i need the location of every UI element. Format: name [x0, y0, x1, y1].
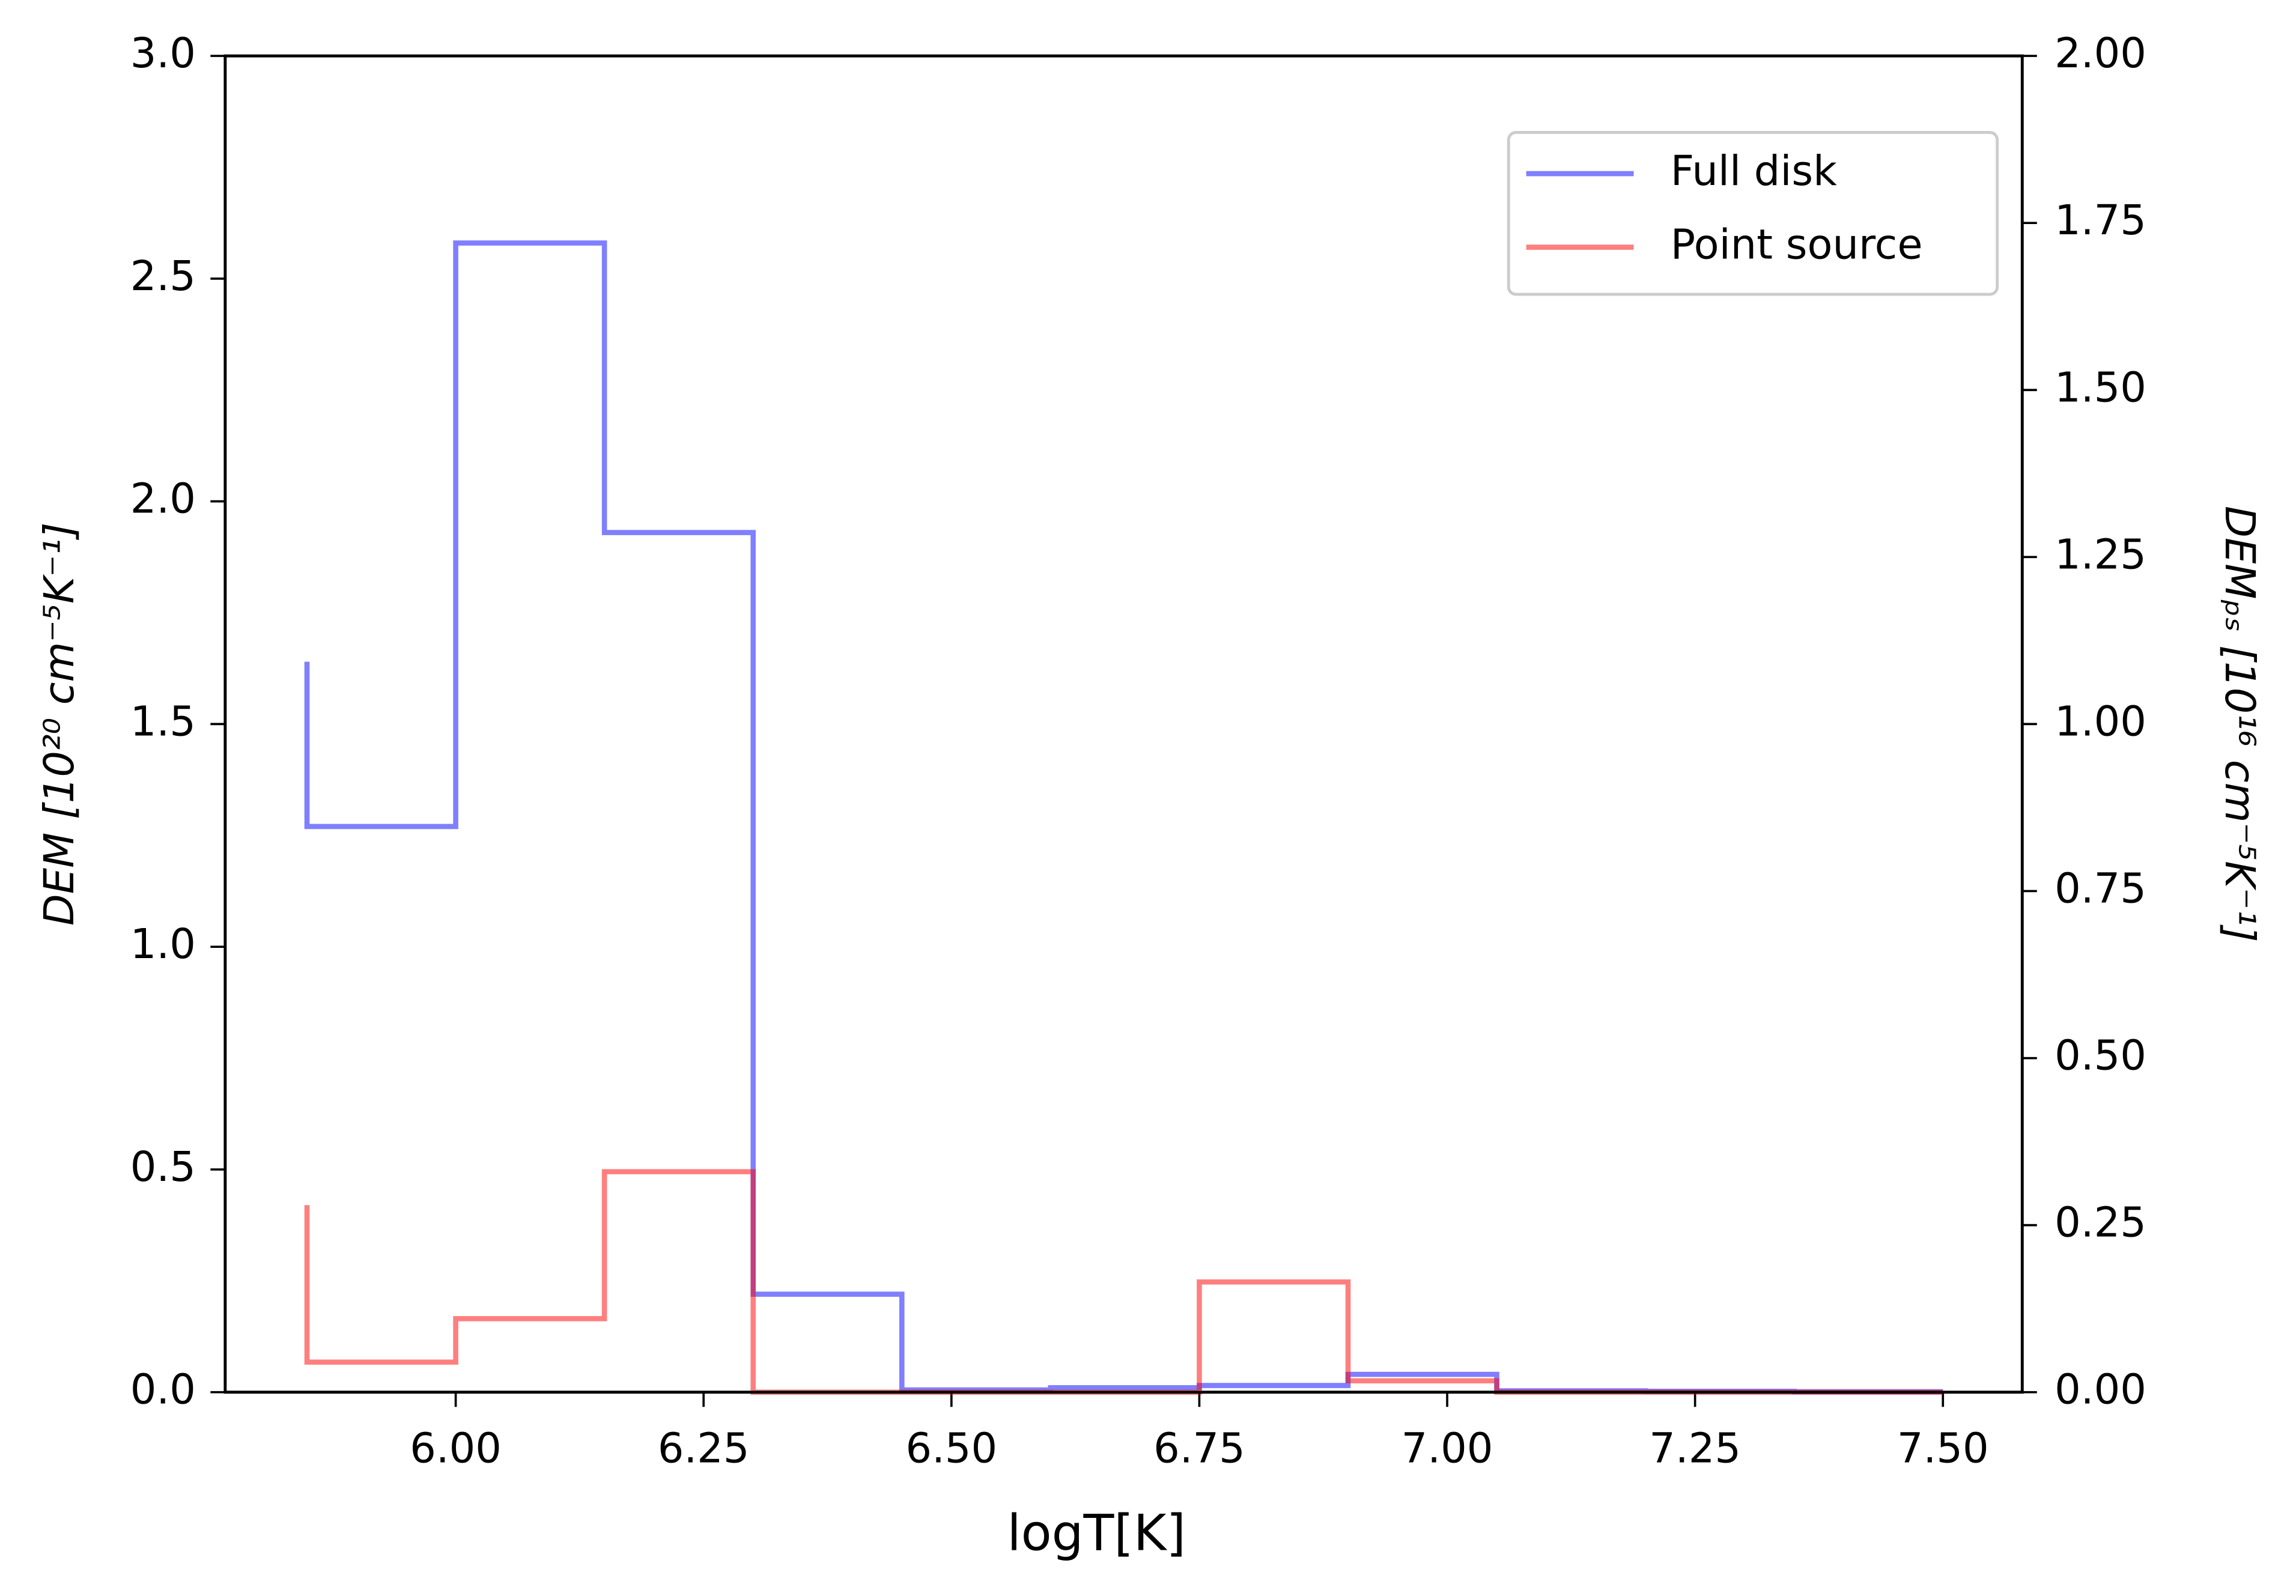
y2-tick-label: 1.25: [2055, 530, 2146, 578]
y-tick-label: 1.0: [130, 920, 196, 968]
x-tick-label: 7.50: [1897, 1425, 1989, 1473]
y2-tick-label: 1.75: [2055, 196, 2146, 244]
x-tick-label: 6.50: [905, 1425, 997, 1473]
legend-label: Point source: [1671, 221, 1923, 269]
x-tick-label: 6.25: [658, 1425, 750, 1473]
y-tick-label: 1.5: [130, 697, 196, 745]
x-axis-label: logT[K]: [1007, 1504, 1186, 1562]
y-tick-label: 0.0: [130, 1366, 196, 1414]
x-tick-label: 7.25: [1649, 1425, 1741, 1473]
y2-axis-label: DEMₚₛ [10¹⁶ cm⁻⁵K⁻¹]: [2216, 506, 2264, 942]
y2-tick-label: 1.50: [2055, 363, 2146, 411]
x-tick-label: 7.00: [1402, 1425, 1493, 1473]
y2-tick-label: 1.00: [2055, 697, 2146, 745]
y-tick-label: 2.5: [130, 252, 196, 300]
plot-frame: [223, 54, 2024, 1394]
y-tick-label: 2.0: [130, 475, 196, 523]
y2-tick-label: 0.75: [2055, 864, 2146, 912]
y2-tick-label: 0.00: [2055, 1366, 2146, 1414]
x-tick-label: 6.00: [410, 1425, 502, 1473]
y-axis-label: DEM [10²⁰ cm⁻⁵K⁻¹]: [35, 523, 84, 926]
legend-label: Full disk: [1671, 147, 1837, 195]
y2-tick-label: 0.25: [2055, 1199, 2146, 1247]
y2-tick-label: 0.50: [2055, 1032, 2146, 1080]
x-tick-label: 6.75: [1153, 1425, 1245, 1473]
y-tick-label: 0.5: [130, 1143, 196, 1191]
y-tick-label: 3.0: [130, 29, 196, 77]
y2-tick-label: 2.00: [2055, 29, 2146, 77]
